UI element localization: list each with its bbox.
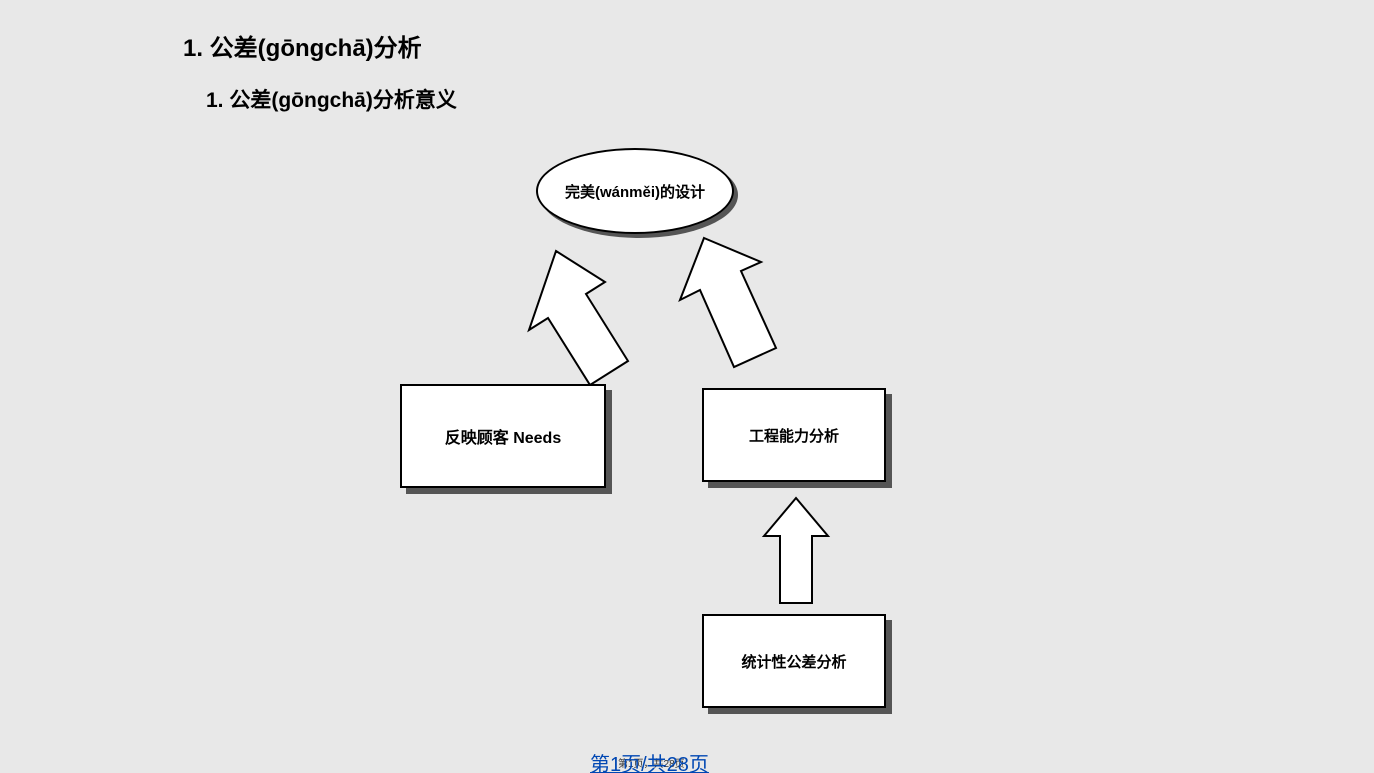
box-shape: 工程能力分析 — [702, 388, 886, 482]
arrow-left-up — [529, 251, 628, 385]
arrows-layer — [0, 0, 1374, 773]
arrow-right-up — [680, 238, 776, 367]
box-label: 反映顾客 Needs — [445, 424, 561, 448]
box-statistical-tolerance: 统计性公差分析 — [702, 614, 892, 714]
box-label: 统计性公差分析 — [741, 651, 846, 672]
box-shape: 反映顾客 Needs — [400, 384, 606, 488]
box-customer-needs: 反映顾客 Needs — [400, 384, 612, 494]
box-engineering-capability: 工程能力分析 — [702, 388, 892, 488]
page-footer-link[interactable]: 第1页/共28页 — [590, 748, 709, 773]
arrow-bottom-up — [764, 498, 828, 603]
box-label: 工程能力分析 — [749, 425, 839, 446]
box-shape: 统计性公差分析 — [702, 614, 886, 708]
